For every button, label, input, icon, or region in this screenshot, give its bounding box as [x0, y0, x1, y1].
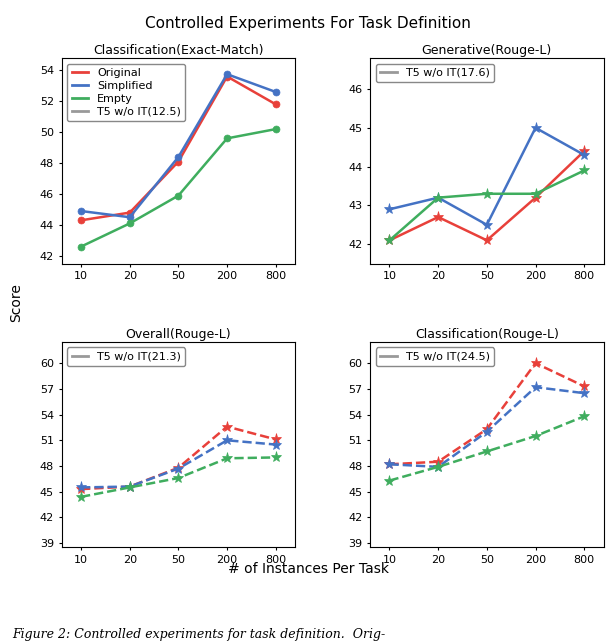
Legend: T5 w/o IT(24.5): T5 w/o IT(24.5): [376, 347, 494, 366]
Legend: Original, Simplified, Empty, T5 w/o IT(12.5): Original, Simplified, Empty, T5 w/o IT(1…: [67, 64, 185, 121]
Text: Controlled Experiments For Task Definition: Controlled Experiments For Task Definiti…: [145, 16, 471, 31]
Legend: T5 w/o IT(17.6): T5 w/o IT(17.6): [376, 64, 494, 82]
Legend: T5 w/o IT(21.3): T5 w/o IT(21.3): [67, 347, 185, 366]
Title: Classification(Exact-Match): Classification(Exact-Match): [93, 44, 264, 57]
Text: Score: Score: [9, 283, 23, 322]
Title: Overall(Rouge-L): Overall(Rouge-L): [126, 328, 231, 341]
Title: Generative(Rouge-L): Generative(Rouge-L): [422, 44, 552, 57]
Text: # of Instances Per Task: # of Instances Per Task: [227, 562, 389, 576]
Title: Classification(Rouge-L): Classification(Rouge-L): [415, 328, 559, 341]
Text: Figure 2: Controlled experiments for task definition.  Orig-: Figure 2: Controlled experiments for tas…: [12, 627, 386, 641]
